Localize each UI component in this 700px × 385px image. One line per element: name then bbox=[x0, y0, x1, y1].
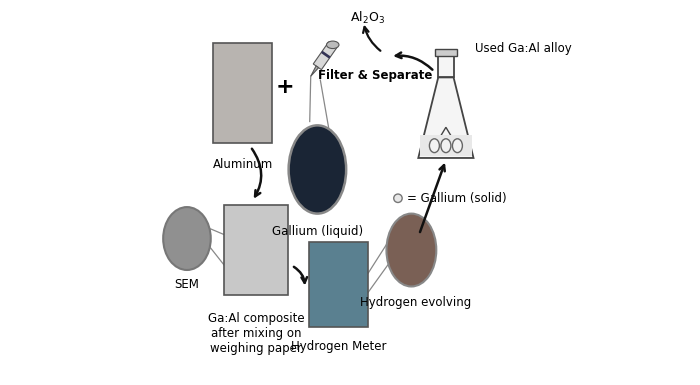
Ellipse shape bbox=[393, 194, 402, 203]
Text: Ga:Al composite
after mixing on
weighing paper: Ga:Al composite after mixing on weighing… bbox=[208, 312, 304, 355]
Bar bbox=[420, 135, 472, 156]
Text: Filter & Separate: Filter & Separate bbox=[318, 69, 432, 82]
Text: Used Ga:Al alloy: Used Ga:Al alloy bbox=[475, 42, 571, 55]
Bar bbox=[225, 205, 288, 295]
Text: Aluminum: Aluminum bbox=[213, 158, 273, 171]
Ellipse shape bbox=[326, 41, 339, 49]
Text: = Gallium (solid): = Gallium (solid) bbox=[407, 192, 506, 205]
Text: Hydrogen evolving: Hydrogen evolving bbox=[360, 296, 471, 309]
Polygon shape bbox=[311, 66, 318, 76]
Ellipse shape bbox=[163, 207, 211, 270]
Text: SEM: SEM bbox=[174, 278, 200, 291]
Ellipse shape bbox=[452, 139, 463, 152]
Text: Hydrogen Meter: Hydrogen Meter bbox=[290, 340, 386, 353]
Bar bbox=[309, 243, 368, 327]
Ellipse shape bbox=[429, 139, 440, 152]
Ellipse shape bbox=[386, 214, 436, 286]
Polygon shape bbox=[419, 77, 473, 158]
Text: Al$_2$O$_3$: Al$_2$O$_3$ bbox=[350, 10, 385, 26]
Polygon shape bbox=[321, 51, 330, 59]
Bar bbox=[435, 49, 456, 56]
Text: +: + bbox=[276, 77, 294, 97]
Bar bbox=[438, 56, 454, 77]
Bar bbox=[213, 43, 272, 142]
Polygon shape bbox=[314, 42, 337, 70]
Text: Gallium (liquid): Gallium (liquid) bbox=[272, 225, 363, 238]
Ellipse shape bbox=[288, 126, 346, 214]
Ellipse shape bbox=[441, 139, 451, 152]
Polygon shape bbox=[440, 127, 452, 146]
